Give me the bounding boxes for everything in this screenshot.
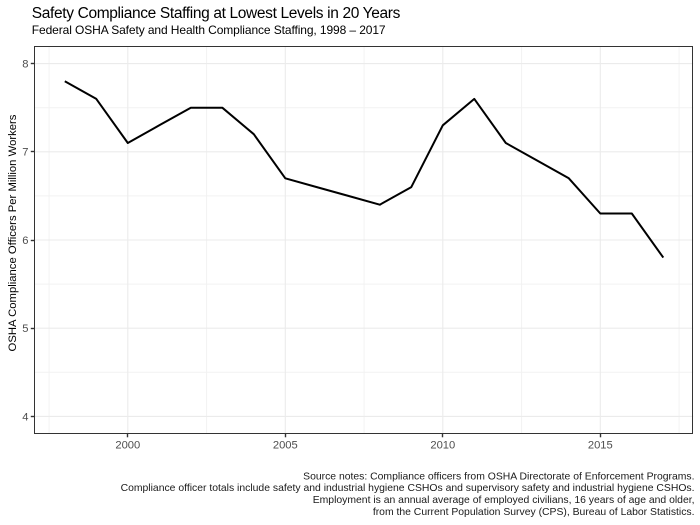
svg-text:2005: 2005 bbox=[273, 440, 298, 452]
svg-text:6: 6 bbox=[22, 235, 28, 247]
svg-text:7: 7 bbox=[22, 147, 28, 159]
svg-text:2015: 2015 bbox=[588, 440, 613, 452]
svg-text:4: 4 bbox=[22, 411, 28, 423]
svg-text:Safety Compliance Staffing at: Safety Compliance Staffing at Lowest Lev… bbox=[32, 5, 401, 22]
svg-text:5: 5 bbox=[22, 323, 28, 335]
svg-text:2000: 2000 bbox=[115, 440, 140, 452]
svg-text:Compliance officer totals incl: Compliance officer totals include safety… bbox=[121, 483, 695, 494]
svg-text:Employment is an annual averag: Employment is an annual average of emplo… bbox=[313, 495, 695, 506]
svg-text:Source notes: Compliance offic: Source notes: Compliance officers from O… bbox=[303, 471, 694, 482]
svg-text:OSHA Compliance Officers Per M: OSHA Compliance Officers Per Million Wor… bbox=[7, 114, 19, 351]
svg-text:Federal OSHA Safety and Health: Federal OSHA Safety and Health Complianc… bbox=[32, 23, 386, 37]
svg-text:from the Current Population Su: from the Current Population Survey (CPS)… bbox=[373, 507, 695, 518]
svg-text:2010: 2010 bbox=[430, 440, 455, 452]
svg-text:8: 8 bbox=[22, 59, 28, 71]
